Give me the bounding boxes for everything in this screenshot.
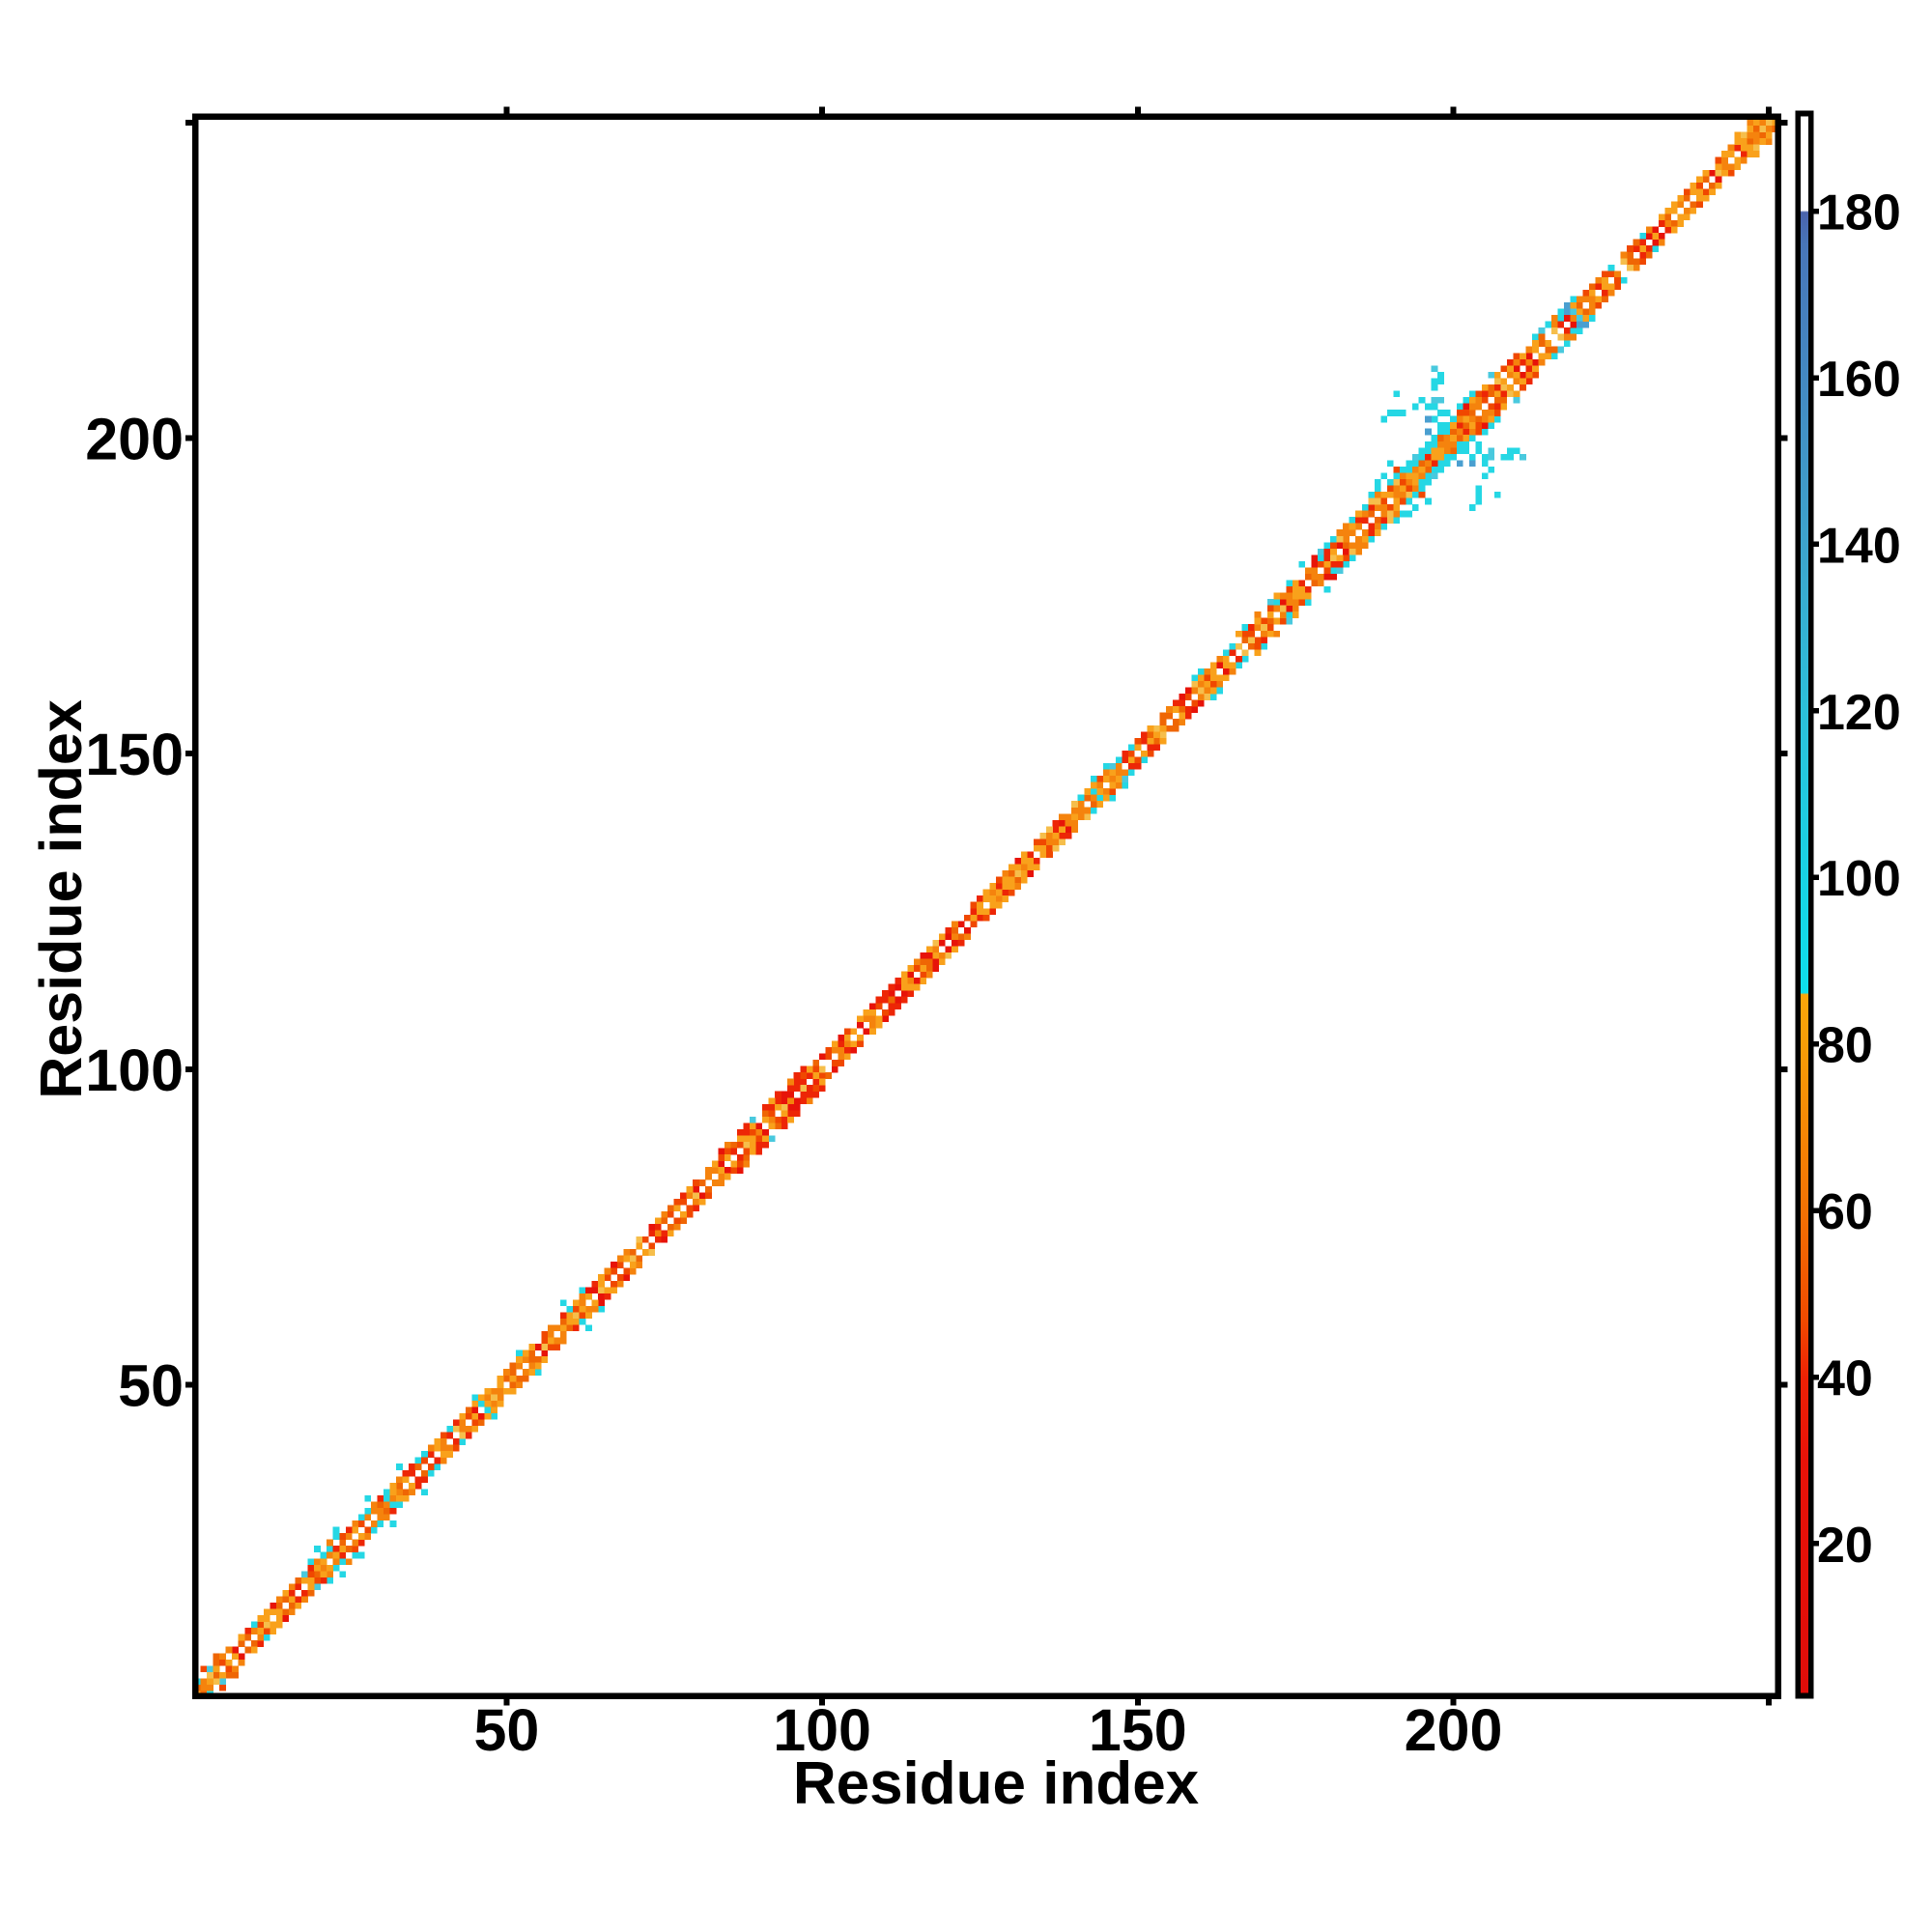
svg-text:40: 40: [1817, 1351, 1873, 1407]
svg-text:120: 120: [1817, 685, 1901, 741]
svg-text:50: 50: [118, 1353, 184, 1419]
svg-text:150: 150: [1089, 1697, 1187, 1763]
svg-text:50: 50: [473, 1697, 539, 1763]
svg-text:150: 150: [85, 722, 184, 787]
svg-text:Residue index: Residue index: [793, 1750, 1200, 1817]
svg-text:100: 100: [1817, 851, 1901, 907]
svg-text:160: 160: [1817, 352, 1901, 408]
svg-text:180: 180: [1817, 185, 1901, 242]
svg-text:80: 80: [1817, 1018, 1873, 1074]
svg-text:200: 200: [1405, 1697, 1503, 1763]
svg-text:Residue index: Residue index: [28, 699, 94, 1099]
svg-text:100: 100: [773, 1697, 871, 1763]
svg-text:20: 20: [1817, 1518, 1873, 1574]
svg-text:60: 60: [1817, 1184, 1873, 1240]
svg-text:140: 140: [1817, 518, 1901, 574]
svg-text:200: 200: [85, 407, 184, 472]
svg-text:100: 100: [85, 1037, 184, 1103]
